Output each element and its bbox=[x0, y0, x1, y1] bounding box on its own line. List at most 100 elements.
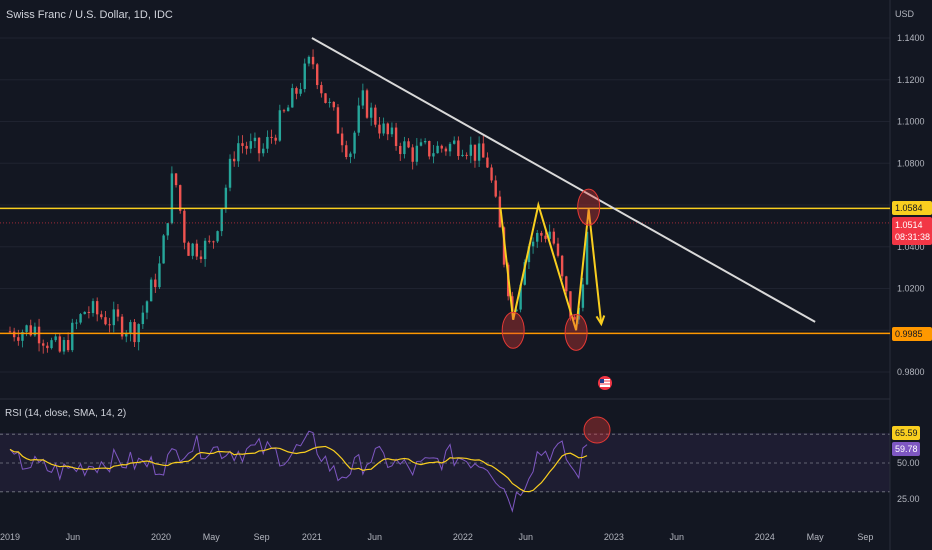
candle bbox=[91, 301, 95, 313]
bar-countdown: 08:31:38 bbox=[895, 232, 931, 242]
candle bbox=[523, 262, 526, 285]
candle bbox=[266, 136, 269, 149]
candle bbox=[519, 284, 522, 310]
candle bbox=[158, 263, 161, 288]
time-tick-label: Jun bbox=[669, 532, 684, 542]
candle bbox=[465, 154, 468, 156]
candle bbox=[394, 127, 398, 146]
candle bbox=[278, 110, 282, 141]
price-tick-label: 1.0800 bbox=[897, 158, 925, 168]
candle bbox=[369, 107, 373, 118]
price-tick-label: 1.1400 bbox=[897, 33, 925, 43]
time-tick-label: Sep bbox=[254, 532, 270, 542]
support-price-label: 0.9985 bbox=[892, 327, 932, 341]
candle bbox=[282, 110, 286, 112]
candle bbox=[133, 322, 136, 343]
highlight-circle bbox=[564, 313, 588, 351]
candle bbox=[232, 158, 236, 162]
candle bbox=[179, 185, 182, 211]
time-tick-label: Sep bbox=[857, 532, 873, 542]
candle bbox=[452, 140, 456, 144]
candle bbox=[42, 343, 45, 346]
candle bbox=[162, 235, 165, 264]
price-tick-label: 1.0400 bbox=[897, 242, 925, 252]
candle bbox=[382, 123, 385, 134]
candle bbox=[295, 88, 298, 94]
time-axis[interactable]: 2019 Jun 2020 May Sep 2021 Jun 2022 Jun 2023 Jun 20… bbox=[0, 532, 873, 542]
candle bbox=[482, 143, 485, 158]
rsi-axis[interactable]: 50.00 25.00 bbox=[897, 458, 920, 504]
candle bbox=[428, 140, 431, 157]
candle bbox=[37, 326, 41, 344]
candle bbox=[569, 291, 572, 317]
candle bbox=[407, 141, 410, 148]
candle bbox=[556, 243, 560, 256]
candle bbox=[253, 137, 257, 142]
time-tick-label: Jun bbox=[368, 532, 383, 542]
candle bbox=[448, 143, 452, 152]
candle bbox=[365, 90, 369, 118]
candle bbox=[195, 243, 199, 257]
candle bbox=[565, 276, 568, 292]
candle bbox=[79, 314, 82, 323]
candle bbox=[336, 107, 340, 134]
candle bbox=[257, 137, 261, 154]
double-bottom-pattern[interactable] bbox=[499, 201, 603, 331]
candle bbox=[473, 144, 477, 161]
candle bbox=[237, 143, 240, 162]
candle bbox=[328, 101, 331, 103]
price-tick-label: 0.9800 bbox=[897, 367, 925, 377]
candle bbox=[141, 312, 145, 325]
candle bbox=[515, 309, 518, 312]
candle bbox=[245, 145, 248, 149]
downtrend-line[interactable] bbox=[311, 37, 816, 323]
rsi-lines bbox=[9, 430, 588, 513]
grid-lines bbox=[0, 37, 890, 373]
candle bbox=[129, 322, 132, 334]
candle bbox=[349, 153, 352, 158]
candle bbox=[274, 137, 277, 141]
candle bbox=[216, 231, 219, 242]
highlight-circles bbox=[501, 188, 601, 351]
candle bbox=[498, 196, 502, 228]
candle bbox=[270, 136, 273, 138]
candle bbox=[345, 145, 348, 158]
highlight-circle bbox=[501, 311, 525, 349]
price-tick-label: 1.1200 bbox=[897, 75, 925, 85]
candle bbox=[262, 148, 265, 154]
candle bbox=[120, 316, 124, 337]
candle bbox=[316, 64, 319, 86]
flag-icon[interactable] bbox=[598, 376, 612, 390]
candle bbox=[378, 124, 381, 134]
time-tick-label: May bbox=[203, 532, 221, 542]
candle bbox=[33, 326, 37, 336]
price-tick-label: 1.1000 bbox=[897, 117, 925, 127]
time-tick-label: 2023 bbox=[604, 532, 624, 542]
candle bbox=[548, 231, 551, 239]
candle bbox=[311, 56, 315, 65]
current-price-label: 1.0514 08:31:38 bbox=[892, 217, 932, 245]
candle bbox=[191, 243, 194, 256]
candle bbox=[544, 235, 547, 239]
candle bbox=[432, 153, 435, 157]
price-axis[interactable]: 1.1400 1.1200 1.1000 1.0800 1.0400 1.0200 0.98… bbox=[897, 33, 925, 377]
candle bbox=[303, 63, 306, 90]
candle bbox=[320, 85, 323, 94]
candle bbox=[203, 240, 207, 260]
candle bbox=[573, 316, 576, 320]
time-tick-label: 2020 bbox=[151, 532, 171, 542]
candle bbox=[145, 301, 149, 313]
candle bbox=[494, 180, 497, 197]
candle bbox=[477, 143, 481, 161]
candle bbox=[104, 317, 107, 325]
candle bbox=[62, 340, 66, 352]
time-tick-label: Jun bbox=[519, 532, 534, 542]
rsi-tick-label: 50.00 bbox=[897, 458, 920, 468]
candle bbox=[291, 88, 294, 108]
candle bbox=[241, 143, 244, 146]
candle bbox=[552, 231, 556, 244]
candle bbox=[208, 240, 211, 242]
candle bbox=[361, 90, 365, 106]
candle bbox=[444, 148, 448, 152]
